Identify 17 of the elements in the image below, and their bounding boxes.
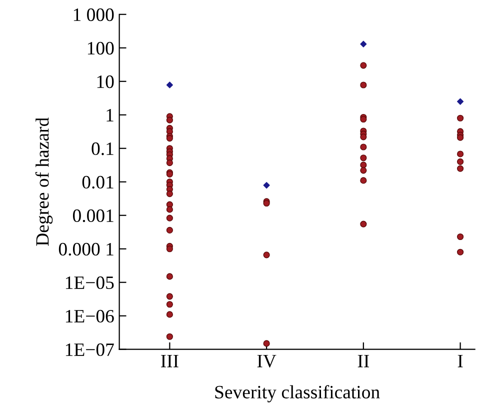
y-tick-label: 1E−05: [66, 276, 114, 290]
y-tick-label: 0.000 1: [58, 242, 114, 256]
y-tick-label: 0.1: [92, 142, 114, 156]
y-tick-label: 1: [106, 109, 114, 122]
y-axis-title: Degree of hazard: [35, 118, 53, 246]
x-tick-label: II: [358, 354, 370, 368]
y-tick-label: 0.01: [82, 176, 114, 189]
y-tick-label: 0.001: [72, 209, 114, 222]
x-tick-label: III: [161, 354, 178, 368]
y-tick-label: 1E−07: [66, 343, 114, 356]
y-tick-label: 100: [88, 42, 114, 55]
x-axis-title: Severity classification: [215, 385, 380, 402]
y-tick-label: 10: [97, 75, 114, 88]
y-tick-label: 1E−06: [66, 310, 114, 323]
x-tick-label: I: [458, 354, 463, 368]
y-tick-label: 1 000: [74, 8, 114, 22]
x-tick-label: IV: [257, 354, 276, 368]
